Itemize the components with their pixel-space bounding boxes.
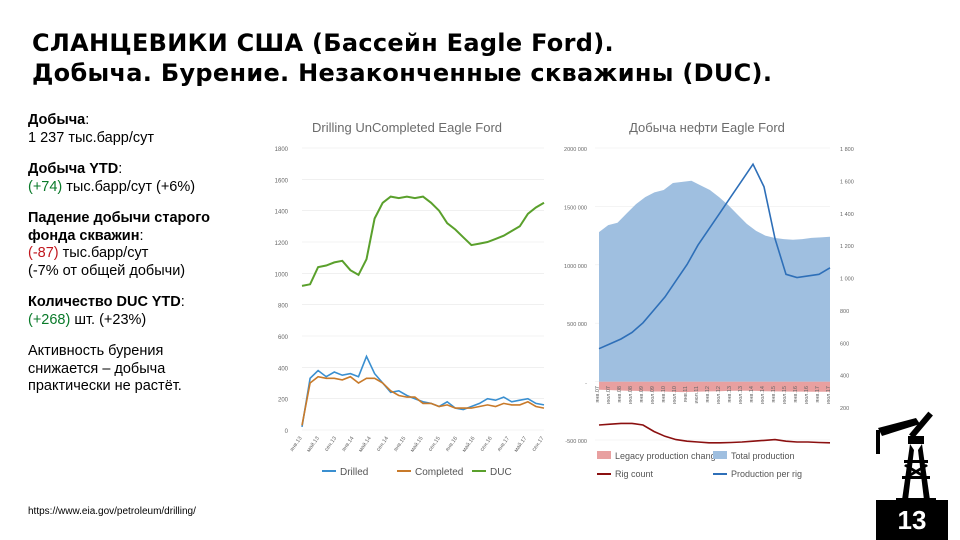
prod-legend-item: Production per rig (731, 469, 802, 479)
summary-panel: Добыча: 1 237 тыс.барр/сут Добыча YTD: (… (28, 112, 268, 410)
duc-chart: Drilling UnCompleted Eagle Ford 0 200 400 60… (262, 110, 552, 490)
prod-x-tick: янв.15 (771, 386, 777, 403)
production-block: Добыча: 1 237 тыс.барр/сут (28, 112, 268, 147)
duc-legend-item: Completed (415, 467, 463, 478)
prod-series-production-per-rig (598, 162, 831, 350)
prod-area-total (599, 180, 830, 382)
prod-x-tick: июл.13 (738, 386, 744, 404)
duc-y-tick: 800 (278, 304, 289, 310)
duc-chart-title: Drilling UnCompleted Eagle Ford (312, 120, 502, 135)
prod-x-tick: янв.11 (683, 386, 689, 402)
prod-x-tick: янв.09 (639, 386, 645, 403)
decline-colon: : (139, 227, 144, 244)
prod-x-tick: июл.11 (694, 386, 700, 404)
activity-line-3: практически не растёт. (28, 378, 182, 394)
duc-legend-item: DUC (490, 467, 512, 478)
prod-x-tick: июл.08 (628, 386, 634, 404)
prod-right-tick: 200 (840, 406, 849, 412)
prod-right-tick: 600 (840, 341, 849, 347)
slide-title: СЛАНЦЕВИКИ США (Бассейн Eagle Ford). Доб… (32, 28, 932, 88)
prod-right-tick: 800 (840, 309, 849, 315)
duc-y-tick: 200 (278, 398, 289, 404)
decline-delta: (-87) (28, 245, 59, 261)
prod-right-tick: 1 600 (840, 179, 854, 185)
prod-x-tick: янв.07 (595, 386, 601, 403)
prod-x-tick: янв.16 (793, 386, 799, 403)
prod-x-tick: июл.14 (760, 386, 766, 404)
prod-legend-item: Rig count (615, 469, 654, 479)
production-colon: : (85, 112, 90, 128)
prod-x-tick: июл.12 (716, 386, 722, 404)
prod-x-tick: янв.10 (661, 386, 667, 403)
prod-x-tick: янв.17 (815, 386, 821, 403)
duc-chart-bg (262, 110, 552, 490)
prod-right-tick: 400 (840, 374, 849, 380)
duc-y-tick: 0 (285, 429, 289, 435)
prod-left-tick: 500 000 (567, 322, 587, 328)
duc-colon: : (180, 294, 185, 310)
prod-left-tick: - (585, 381, 587, 387)
prod-x-tick: янв.13 (727, 386, 733, 403)
prod-right-tick: 1 000 (840, 277, 854, 283)
prod-x-tick: янв.08 (617, 386, 623, 403)
production-chart: Добыча нефти Eagle Ford 2000 000 1500 000 1… (555, 110, 865, 490)
activity-block: Активность бурения снижается – добыча пр… (28, 343, 268, 396)
duc-y-tick: 400 (278, 366, 289, 372)
duc-y-tick: 1800 (275, 147, 289, 153)
prod-area-legacy (599, 381, 830, 393)
duc-y-tick: 1400 (275, 210, 289, 216)
prod-chart-title: Добыча нефти Eagle Ford (629, 120, 785, 135)
duc-y-tick: 600 (278, 335, 289, 341)
prod-right-tick: 1 800 (840, 147, 854, 153)
activity-line-2: снижается – добыча (28, 360, 166, 377)
title-line-2: Добыча. Бурение. Незаконченные скважины … (32, 59, 773, 87)
duc-block: Количество DUC YTD: (+268) шт. (+23%) (28, 294, 268, 329)
production-value: 1 237 тыс.барр/сут (28, 129, 154, 146)
decline-label-line1: Падение добычи старого (28, 210, 210, 226)
prod-x-tick: янв.14 (749, 386, 755, 403)
prod-left-tick: 1000 000 (564, 264, 587, 270)
duc-series-completed (301, 375, 545, 426)
prod-x-tick: июл.07 (606, 386, 612, 404)
ytd-rest: тыс.барр/сут (+6%) (62, 178, 196, 195)
ytd-block: Добыча YTD: (+74) тыс.барр/сут (+6%) (28, 161, 268, 196)
duc-y-tick: 1600 (275, 178, 289, 184)
duc-label: Количество DUC YTD (28, 294, 181, 310)
prod-x-tick: июл.15 (782, 386, 788, 404)
ytd-delta: (+74) (28, 178, 63, 195)
decline-pct: (-7% от общей добычи) (28, 262, 186, 279)
decline-block: Падение добычи старого фонда скважин: (-… (28, 210, 268, 280)
production-label: Добыча (28, 112, 86, 128)
prod-legend-swatch (597, 451, 611, 459)
prod-legend-swatch (713, 451, 727, 459)
title-line-1: СЛАНЦЕВИКИ США (Бассейн Eagle Ford). (32, 29, 614, 57)
duc-rest: шт. (+23%) (70, 311, 147, 328)
prod-x-tick: июл.16 (804, 386, 810, 404)
activity-line-1: Активность бурения (28, 343, 164, 359)
prod-series-rig-count (598, 422, 831, 444)
duc-y-tick: 1000 (275, 272, 289, 278)
prod-left-tick: 2000 000 (564, 147, 587, 153)
prod-x-tick: янв.12 (705, 386, 711, 403)
prod-legend-item: Legacy production change (615, 451, 721, 461)
prod-right-tick: 1 400 (840, 212, 854, 218)
prod-right-tick: 1 200 (840, 244, 854, 250)
prod-legend-item: Total production (731, 451, 795, 461)
decline-rest: тыс.барр/сут (58, 245, 149, 261)
prod-left-tick: -500 000 (565, 439, 587, 445)
decline-label-line2: фонда скважин (28, 227, 140, 244)
prod-x-tick: июл.17 (826, 386, 832, 404)
page-number: 13 (876, 500, 948, 540)
prod-x-tick: июл.09 (650, 386, 656, 404)
source-link[interactable]: https://www.eia.gov/petroleum/drilling/ (28, 506, 196, 517)
duc-y-tick: 1200 (275, 241, 289, 247)
ytd-label: Добыча YTD (28, 161, 119, 177)
prod-x-tick: июл.10 (672, 386, 678, 404)
duc-delta: (+268) (28, 311, 71, 328)
duc-legend-item: Drilled (340, 467, 368, 478)
prod-left-tick: 1500 000 (564, 205, 587, 211)
ytd-colon: : (118, 161, 123, 177)
duc-series-drilled (301, 354, 545, 428)
duc-series-duc (301, 195, 545, 287)
